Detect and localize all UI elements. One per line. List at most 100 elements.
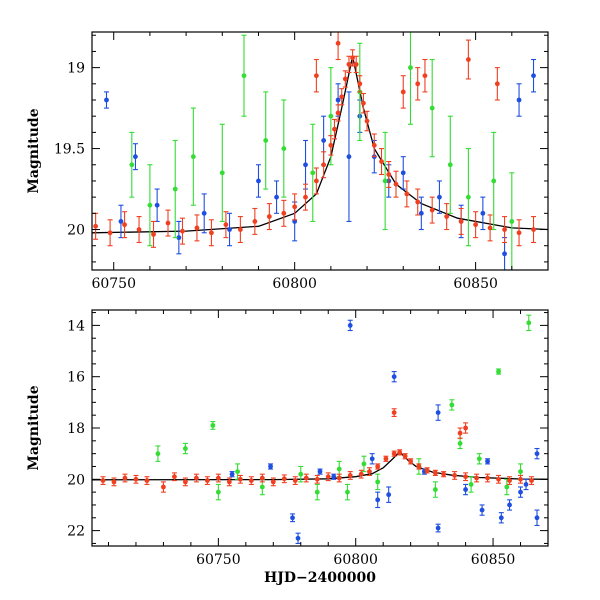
plot-area [92,314,548,544]
data-point [458,207,464,235]
data-point [375,491,381,509]
x-tick-label: 60750 [196,552,241,568]
data-point [215,473,221,483]
data-point [100,476,106,485]
data-point [248,476,254,485]
x-axis-title: HJD−2400000 [264,570,376,586]
y-axis-title: Magnitude [26,385,42,470]
data-point [400,75,406,109]
data-point [292,476,298,485]
data-point [393,170,399,198]
data-point [386,486,392,503]
data-point [424,467,430,474]
data-point [182,442,188,455]
data-point [241,34,247,117]
data-point [502,216,508,244]
data-point [274,180,280,214]
data-point [290,513,296,523]
data-point [259,473,265,483]
data-point [479,504,485,516]
data-point [147,164,153,247]
data-point [132,143,138,171]
data-point [227,212,233,247]
data-point [496,474,502,484]
data-point [391,371,397,383]
data-point [369,453,375,465]
data-point [507,499,513,511]
data-point [386,160,392,188]
data-series-0 [103,58,537,270]
data-point [208,219,214,247]
data-point [432,469,438,477]
data-point [375,473,381,491]
data-point [215,483,221,501]
top-light-curve-panel: 60750 60800 60850 19 19.5 20 Magnitude [26,31,549,292]
data-point [151,220,157,248]
data-point [457,437,463,450]
data-point [465,39,471,80]
data-point [298,465,304,483]
y-axis-title: Magnitude [26,108,42,193]
data-point [531,216,537,244]
data-point [281,474,287,484]
data-point [210,421,216,430]
data-point [435,404,441,421]
data-point [407,32,413,125]
data-point [366,467,372,477]
data-point [347,319,353,332]
data-point [382,131,388,231]
data-point [379,148,385,176]
data-point [303,473,309,483]
data-point [444,203,450,231]
data-point [171,472,177,482]
data-point [516,219,522,247]
data-point [219,123,225,222]
data-point [432,481,438,498]
plot-frame [91,309,549,547]
data-point [179,217,185,245]
data-point [176,220,182,255]
data-point [107,219,113,247]
x-tick-label: 60850 [471,552,516,568]
data-point [111,477,117,487]
data-point [229,471,235,478]
data-point [235,463,241,480]
data-point [357,75,363,93]
data-point [118,204,124,239]
data-point [457,427,463,439]
data-point [292,193,298,221]
data-point [263,91,269,190]
data-point [400,156,406,190]
data-point [328,135,334,156]
data-point [281,199,287,227]
data-point [422,58,428,93]
data-point [360,92,366,114]
y-tick-label: 16 [67,370,85,386]
data-point [336,473,342,483]
data-point [252,207,258,235]
data-point [314,474,320,484]
data-point [436,180,442,214]
plot-frame [91,31,549,271]
data-point [317,468,323,475]
data-point [155,445,161,462]
plot-area [92,32,548,270]
data-point [415,67,421,101]
data-point [404,180,410,208]
data-point [310,123,316,222]
data-point [498,512,504,524]
data-point [339,88,345,106]
data-point [391,450,397,457]
data-series-2 [93,32,537,248]
data-point [313,167,319,195]
data-point [485,458,491,465]
data-point [358,469,364,479]
data-point [391,408,397,418]
data-point [449,399,455,411]
data-point [531,58,537,93]
data-point [518,474,524,484]
data-point [314,483,320,501]
bottom-light-curve-panel: 60750 60800 60850 14 16 18 20 22 Magnitude HJD−24… [26,309,549,586]
data-point [485,473,491,483]
y-tick-label: 20 [67,472,85,488]
